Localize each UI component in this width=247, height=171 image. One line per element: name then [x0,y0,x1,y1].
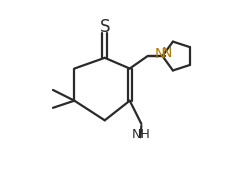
Text: NH: NH [132,128,151,141]
Text: N: N [161,46,171,60]
Text: S: S [100,18,110,36]
Text: N: N [154,47,165,61]
